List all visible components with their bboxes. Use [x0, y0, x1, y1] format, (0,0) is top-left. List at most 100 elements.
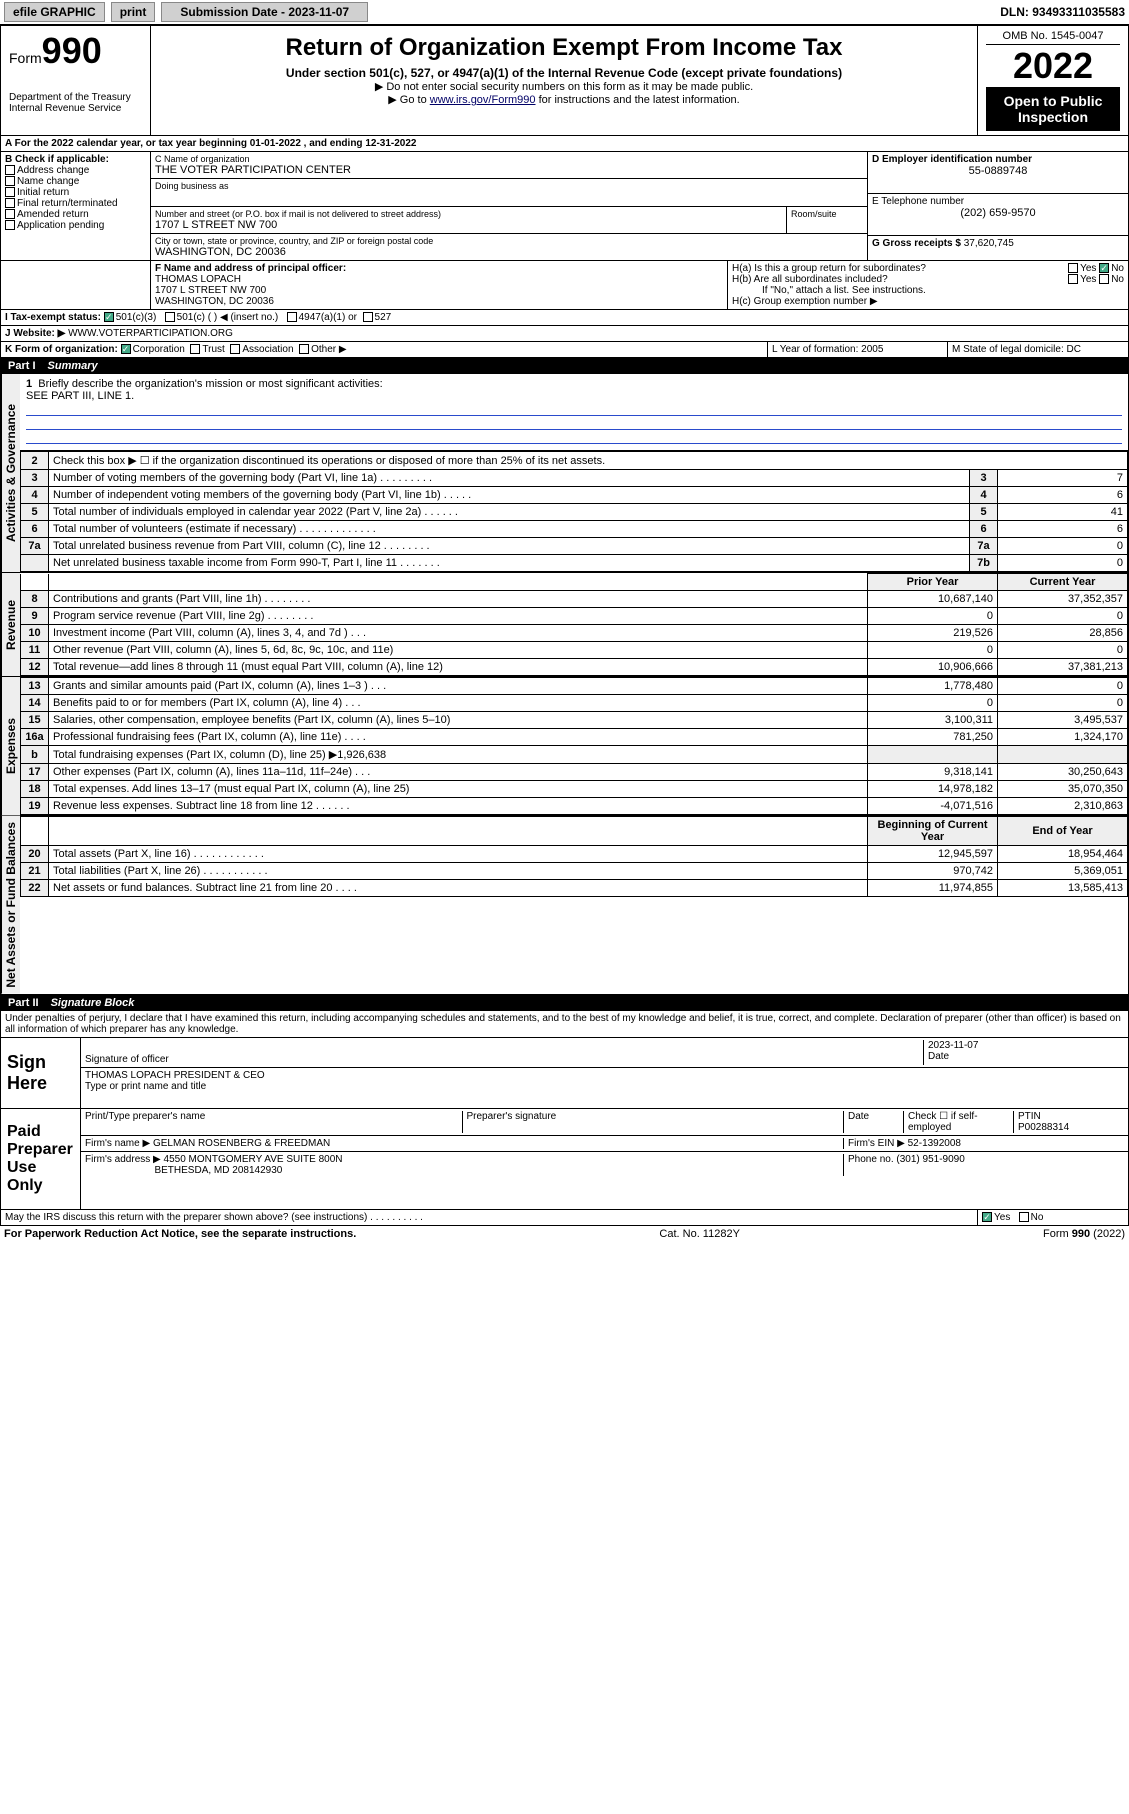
- p9: 0: [868, 608, 998, 625]
- k-corp-checkbox[interactable]: [121, 344, 131, 354]
- form-header: Form990 Department of the Treasury Inter…: [0, 25, 1129, 136]
- i-4947-checkbox[interactable]: [287, 312, 297, 322]
- discuss-no: No: [1031, 1212, 1044, 1223]
- c16a: 1,324,170: [998, 729, 1128, 746]
- print-button[interactable]: print: [111, 2, 156, 22]
- firm-ein: 52-1392008: [908, 1138, 961, 1149]
- addr-label: Number and street (or P.O. box if mail i…: [155, 209, 782, 219]
- b-pending: Application pending: [17, 220, 104, 231]
- c9: 0: [998, 608, 1128, 625]
- part-ii-label: Part II: [8, 997, 39, 1009]
- k-other-checkbox[interactable]: [299, 344, 309, 354]
- b-item[interactable]: Address change: [5, 165, 146, 176]
- c11: 0: [998, 642, 1128, 659]
- page-footer: For Paperwork Reduction Act Notice, see …: [0, 1226, 1129, 1242]
- sig-date: 2023-11-07: [928, 1040, 1124, 1051]
- b-item[interactable]: Final return/terminated: [5, 198, 146, 209]
- officer-addr1: 1707 L STREET NW 700: [155, 285, 723, 296]
- expenses-label: Expenses: [1, 677, 20, 815]
- d-label: D Employer identification number: [872, 154, 1124, 165]
- dept-treasury: Department of the Treasury: [9, 92, 142, 103]
- b-name-change: Name change: [17, 176, 79, 187]
- revenue-label: Revenue: [1, 573, 20, 676]
- p19: -4,071,516: [868, 798, 998, 815]
- p17: 9,318,141: [868, 764, 998, 781]
- p10: 219,526: [868, 625, 998, 642]
- c8: 37,352,357: [998, 591, 1128, 608]
- part-i-title: Summary: [48, 360, 98, 372]
- pt-date-label: Date: [844, 1111, 904, 1133]
- l7a: Total unrelated business revenue from Pa…: [49, 538, 970, 555]
- city-state-zip: WASHINGTON, DC 20036: [155, 246, 863, 258]
- b-item[interactable]: Amended return: [5, 209, 146, 220]
- c19: 2,310,863: [998, 798, 1128, 815]
- city-label: City or town, state or province, country…: [155, 236, 863, 246]
- f-label: F Name and address of principal officer:: [155, 263, 723, 274]
- p22: 11,974,855: [868, 880, 998, 897]
- l13: Grants and similar amounts paid (Part IX…: [49, 678, 868, 695]
- tax-year: 2022: [986, 45, 1120, 87]
- c14: 0: [998, 695, 1128, 712]
- b-item[interactable]: Application pending: [5, 220, 146, 231]
- firm-addr1: 4550 MONTGOMERY AVE SUITE 800N: [164, 1154, 343, 1165]
- ha-yes: Yes: [1080, 263, 1096, 274]
- room-label: Room/suite: [791, 209, 863, 219]
- dba-label: Doing business as: [155, 181, 863, 191]
- b-item[interactable]: Initial return: [5, 187, 146, 198]
- k-assoc-checkbox[interactable]: [230, 344, 240, 354]
- open-public: Open to Public Inspection: [986, 87, 1120, 131]
- officer-name-title: THOMAS LOPACH PRESIDENT & CEO: [85, 1070, 1124, 1081]
- p18: 14,978,182: [868, 781, 998, 798]
- c18: 35,070,350: [998, 781, 1128, 798]
- b-amended: Amended return: [17, 209, 89, 220]
- v3: 7: [998, 470, 1128, 487]
- c10: 28,856: [998, 625, 1128, 642]
- p13: 1,778,480: [868, 678, 998, 695]
- c12: 37,381,213: [998, 659, 1128, 676]
- firm-addr-label: Firm's address ▶: [85, 1154, 161, 1165]
- sig-officer-label: Signature of officer: [85, 1054, 923, 1065]
- b-final: Final return/terminated: [17, 198, 118, 209]
- discuss-no-checkbox[interactable]: [1019, 1212, 1029, 1222]
- paid-preparer-block: Paid Preparer Use Only Print/Type prepar…: [0, 1109, 1129, 1210]
- k-trust-checkbox[interactable]: [190, 344, 200, 354]
- officer-name: THOMAS LOPACH: [155, 274, 723, 285]
- line-a: A For the 2022 calendar year, or tax yea…: [1, 136, 1128, 151]
- officer-addr2: WASHINGTON, DC 20036: [155, 296, 723, 307]
- name-title-label: Type or print name and title: [85, 1081, 1124, 1092]
- p16a: 781,250: [868, 729, 998, 746]
- part-i-header: Part I Summary: [0, 358, 1129, 374]
- b-item[interactable]: Name change: [5, 176, 146, 187]
- l-formation: L Year of formation: 2005: [768, 342, 948, 357]
- current-year-hdr: Current Year: [998, 574, 1128, 591]
- summary-section: Activities & Governance 1 Briefly descri…: [0, 374, 1129, 573]
- topbar: efile GRAPHIC print Submission Date - 20…: [0, 0, 1129, 25]
- l21: Total liabilities (Part X, line 26) . . …: [49, 863, 868, 880]
- l12: Total revenue—add lines 8 through 11 (mu…: [49, 659, 868, 676]
- subtitle-3: ▶ Go to www.irs.gov/Form990 for instruct…: [159, 93, 969, 106]
- beg-year-hdr: Beginning of Current Year: [868, 817, 998, 846]
- prior-year-hdr: Prior Year: [868, 574, 998, 591]
- l2: Check this box ▶ ☐ if the organization d…: [49, 452, 1128, 470]
- omb-number: OMB No. 1545-0047: [986, 30, 1120, 45]
- hb-no: No: [1111, 274, 1124, 285]
- i-527-checkbox[interactable]: [363, 312, 373, 322]
- i-501c-checkbox[interactable]: [165, 312, 175, 322]
- firm-name: GELMAN ROSENBERG & FREEDMAN: [153, 1138, 330, 1149]
- net-assets-label: Net Assets or Fund Balances: [1, 816, 20, 994]
- l1-desc: Briefly describe the organization's miss…: [38, 378, 382, 390]
- part-ii-title: Signature Block: [51, 997, 135, 1009]
- i-label: I Tax-exempt status:: [5, 312, 101, 323]
- i-501c3-checkbox[interactable]: [104, 312, 114, 322]
- l7b: Net unrelated business taxable income fr…: [49, 555, 970, 572]
- l19: Revenue less expenses. Subtract line 18 …: [49, 798, 868, 815]
- discuss-yes-checkbox[interactable]: [982, 1212, 992, 1222]
- irs-link[interactable]: www.irs.gov/Form990: [430, 94, 536, 106]
- firm-ein-label: Firm's EIN ▶: [848, 1138, 905, 1149]
- l11: Other revenue (Part VIII, column (A), li…: [49, 642, 868, 659]
- hc: H(c) Group exemption number ▶: [732, 296, 1124, 307]
- hb-note: If "No," attach a list. See instructions…: [732, 285, 1124, 296]
- pra-notice: For Paperwork Reduction Act Notice, see …: [4, 1228, 356, 1240]
- discuss-question: May the IRS discuss this return with the…: [1, 1210, 978, 1225]
- subtitle-2: ▶ Do not enter social security numbers o…: [159, 80, 969, 93]
